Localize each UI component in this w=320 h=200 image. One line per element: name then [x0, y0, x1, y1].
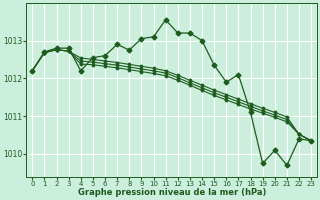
X-axis label: Graphe pression niveau de la mer (hPa): Graphe pression niveau de la mer (hPa) — [77, 188, 266, 197]
